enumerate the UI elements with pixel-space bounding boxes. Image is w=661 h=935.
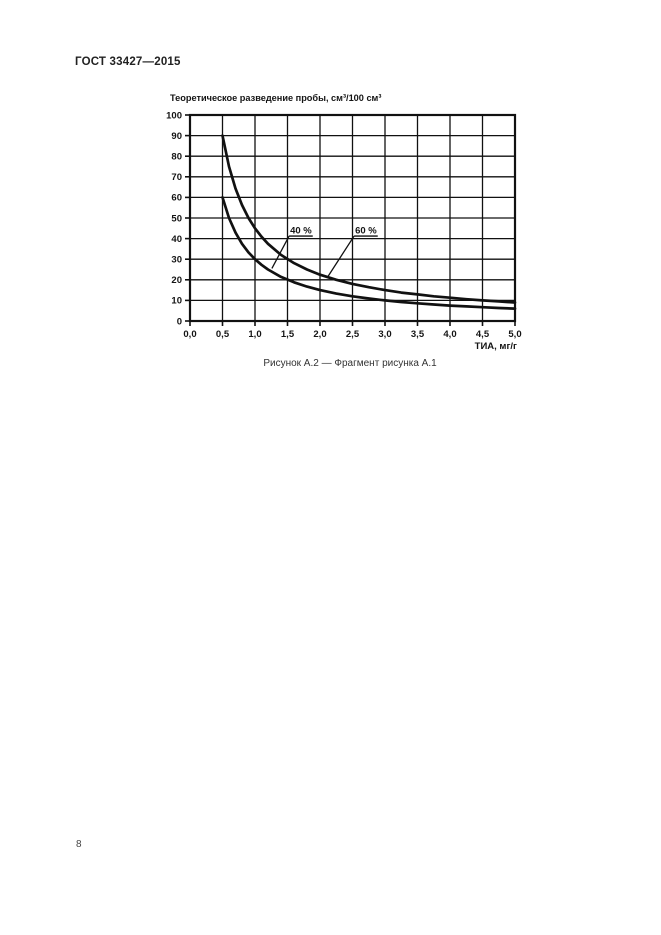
svg-text:1,5: 1,5 [281,329,295,340]
svg-text:0,0: 0,0 [183,329,196,340]
document-header: ГОСТ 33427—2015 [75,56,181,68]
svg-text:4,0: 4,0 [443,329,456,340]
svg-text:4,5: 4,5 [476,329,490,340]
svg-text:0,5: 0,5 [216,329,230,340]
svg-text:70: 70 [171,172,182,183]
svg-text:2,0: 2,0 [313,329,326,340]
svg-text:30: 30 [171,255,182,266]
svg-text:60 %: 60 % [355,225,377,236]
svg-text:ТИА, мг/г: ТИА, мг/г [475,341,517,352]
series-curve-40% [221,196,517,310]
svg-text:80: 80 [171,152,182,163]
svg-text:90: 90 [171,131,182,142]
annotation-60%: 60 % [327,225,378,278]
chart-grid [189,114,516,322]
x-axis-labels: 0,0 0,5 1,0 1,5 2,0 2,5 3,0 3,5 4,0 4,5 5,0 [183,329,521,340]
figure-a2: Теоретическое разведение пробы, см³/100 … [150,88,550,368]
axis-ticks [185,114,516,326]
page-number: 8 [76,839,82,850]
figure-caption: Рисунок А.2 — Фрагмент рисунка А.1 [263,358,437,369]
svg-text:0: 0 [177,316,182,327]
svg-text:40: 40 [171,234,182,245]
svg-text:60: 60 [171,193,182,204]
svg-text:Теоретическое разведение пробы: Теоретическое разведение пробы, см³/100 … [170,93,381,103]
svg-text:40 %: 40 % [290,225,312,236]
svg-text:50: 50 [171,213,182,224]
svg-text:5,0: 5,0 [508,329,521,340]
x-axis-unit-label: ТИА, мг/г [475,341,517,352]
svg-text:3,0: 3,0 [378,329,391,340]
annotation-40%: 40 % [271,225,313,269]
chart-title: Теоретическое разведение пробы, см³/100 … [170,93,381,103]
dilution-chart: Теоретическое разведение пробы, см³/100 … [166,93,521,352]
series-curve-60% [221,134,517,304]
svg-text:3,5: 3,5 [411,329,425,340]
svg-text:10: 10 [171,296,182,307]
svg-text:2,5: 2,5 [346,329,360,340]
y-axis-labels: 0 10 20 30 40 50 60 70 80 90 100 [166,110,182,327]
svg-text:1,0: 1,0 [248,329,261,340]
svg-text:100: 100 [166,110,182,121]
plot-border [188,113,517,323]
svg-text:20: 20 [171,275,182,286]
